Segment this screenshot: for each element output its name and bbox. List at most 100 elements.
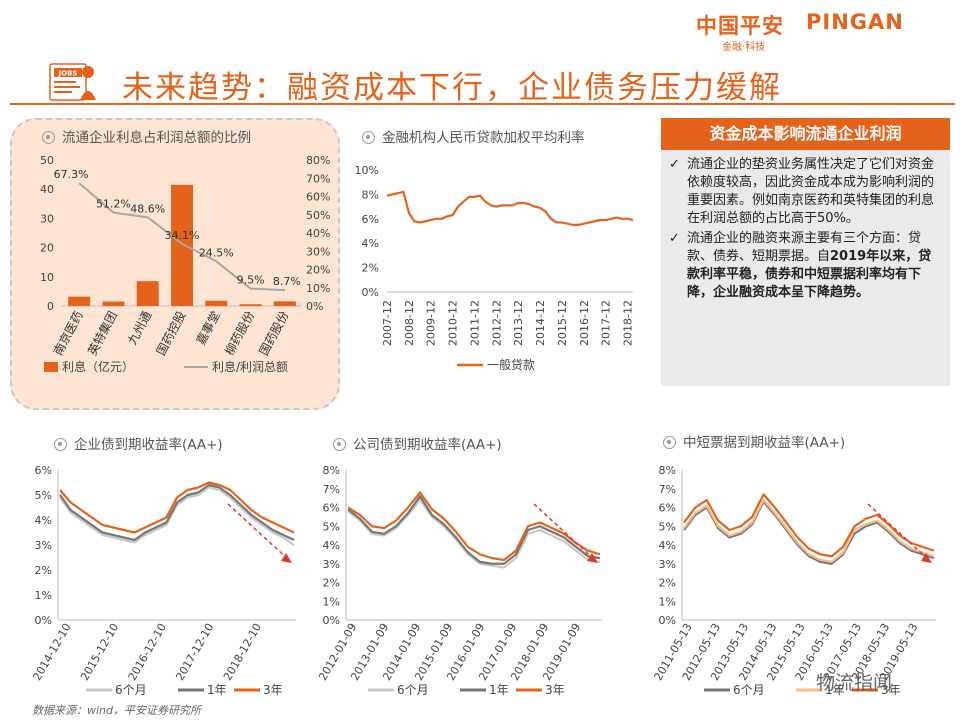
y-axis-tick: 3% [323,558,340,571]
yield-line-2 [347,491,601,562]
y-axis-tick: 6% [659,502,676,515]
ratio-data-label: 67.3% [54,168,89,181]
left-axis-tick: 0 [47,300,54,313]
ratio-data-label: 51.2% [96,198,131,211]
y-axis-tick: 7% [659,483,676,496]
category-label: 南京医药 [50,308,86,357]
x-axis-tick: 2016-12-10 [126,621,169,683]
x-axis-tick: 2017-12-10 [173,621,216,683]
jobs-icon-text: JOBS [58,70,78,78]
category-label: 九州通 [125,309,154,347]
yield-line-1 [347,495,601,565]
y-axis-tick: 6% [323,502,340,515]
ratio-data-label: 24.5% [199,246,234,259]
category-label: 柳药股份 [222,309,257,358]
category-label: 国药股份 [257,309,292,358]
bullet-icon [54,438,67,451]
left-axis-tick: 10 [40,271,54,284]
chart1-title-text: 流通企业利息占利润总额的比例 [62,130,251,146]
sidebox-point-2: ✓ 流通企业的融资来源主要有三个方面：贷款、债券、短期票据。自2019年以来，贷款… [669,230,940,302]
yield-line-1 [683,498,935,563]
category-label: 嘉事堂 [194,309,223,347]
trend-arrow-head [281,553,292,563]
left-axis-tick: 50 [40,154,54,167]
page-title: 未来趋势：融资成本下行，企业债务压力缓解 [122,70,782,106]
left-axis-tick: 30 [40,212,54,225]
interest-bar [239,304,262,306]
bullet-icon [663,436,676,449]
jobs-board-icon: JOBS [49,63,96,101]
legend-label: 1年 [207,683,227,697]
x-axis-tick: 2017-12 [600,300,613,346]
interest-bar [273,301,296,306]
right-axis-tick: 70% [306,172,330,185]
y-axis-tick: 0% [323,614,340,627]
legend-label: 3年 [881,683,901,697]
watermark: 物流指闻 [816,672,893,694]
y-axis-tick: 2% [35,564,52,577]
chart3-title-text: 企业债到期收益率(AA+) [74,437,223,453]
y-axis-tick: 2% [362,262,379,275]
left-axis-tick: 20 [40,242,54,255]
trend-arrow-head [587,553,598,563]
bullet-icon [42,131,55,144]
interest-ratio-chart: 0 10 20 30 40 50 0% 10% 20% 30% 40% 50% 60% 70% 80% 67.… [40,154,330,374]
sidebox-point-2-text: 流通企业的融资来源主要有三个方面：贷款、债券、短期票据。自 [687,231,922,264]
y-axis-tick: 1% [323,595,340,608]
enterprise-bond-chart: 0% 1% 2% 3% 4% 5% 6% 2014-12-10 2015-12-10 2016-1… [31,464,296,697]
legend-label: 1年 [825,683,845,697]
y-axis-tick: 4% [659,539,676,552]
x-axis-tick: 2008-12 [403,300,416,346]
data-source-footer: 数据来源：wind，平安证券研究所 [32,704,202,717]
interest-bar [136,281,159,306]
x-axis-tick: 2018-12 [622,300,635,346]
y-axis-tick: 1% [659,595,676,608]
right-axis-tick: 30% [306,245,330,258]
x-axis-tick: 2016-12 [578,300,591,346]
short-note-chart: 0%1%2%3%4%5%6%7%8%2011-05-132012-05-1320… [652,464,936,697]
y-axis-tick: 5% [323,520,340,533]
y-axis-tick: 8% [659,464,676,477]
right-axis-tick: 60% [306,191,330,204]
y-axis-tick: 6% [35,464,52,477]
x-axis-tick: 2012-12 [490,300,503,346]
chart2-title-text: 金融机构人民币贷款加权平均利率 [382,130,585,146]
yield-line-0 [683,500,935,565]
right-axis-tick: 80% [306,154,330,167]
ratio-data-label: 9.5% [237,274,265,287]
y-axis-tick: 8% [362,188,379,201]
interest-bar [205,300,228,306]
y-axis-tick: 4% [323,539,340,552]
chart3-title: 企业债到期收益率(AA+) [54,433,223,453]
ratio-line [78,182,285,292]
y-axis-tick: 4% [35,514,52,527]
right-axis-tick: 50% [306,209,330,222]
legend-label: 利息（亿元） [62,359,134,374]
sidebox-point-2-emphasis: 2019年以来，贷款利率平稳，债券和中短票据利率均有下降，企业融资成本呈下降趋势… [687,249,932,300]
x-axis-tick: 2018-12-10 [221,621,264,683]
yield-line-0 [59,486,295,546]
trend-arrow-line [867,503,931,562]
check-icon: ✓ [669,157,680,172]
y-axis-tick: 3% [659,558,676,571]
legend-label: 6个月 [397,683,429,697]
right-axis-tick: 40% [306,227,330,240]
legend-swatch-bar [44,362,58,372]
ratio-data-label: 8.7% [273,275,301,288]
yield-line-2 [683,493,935,558]
right-axis-tick: 20% [306,264,330,277]
sidebox-point-1: ✓ 流通企业的垫资业务属性决定了它们对资金依赖度较高，因此资金成本成为影响利润的重… [669,156,940,228]
x-axis-tick: 2014-12-10 [31,621,74,683]
y-axis-tick: 0% [362,286,379,299]
y-axis-tick: 4% [362,237,379,250]
yield-line-2 [59,481,295,534]
chart5-title: 中短票据到期收益率(AA+) [663,431,845,451]
legend-label: 6个月 [733,683,765,697]
title-underline [10,103,955,105]
y-axis-tick: 6% [362,213,379,226]
brand-tagline: 金融·科技 [722,42,766,53]
x-axis-tick: 2010-12 [447,300,460,346]
category-label: 英特集团 [84,308,120,357]
trend-arrow-line [227,503,291,562]
ratio-data-label: 48.6% [130,202,165,215]
